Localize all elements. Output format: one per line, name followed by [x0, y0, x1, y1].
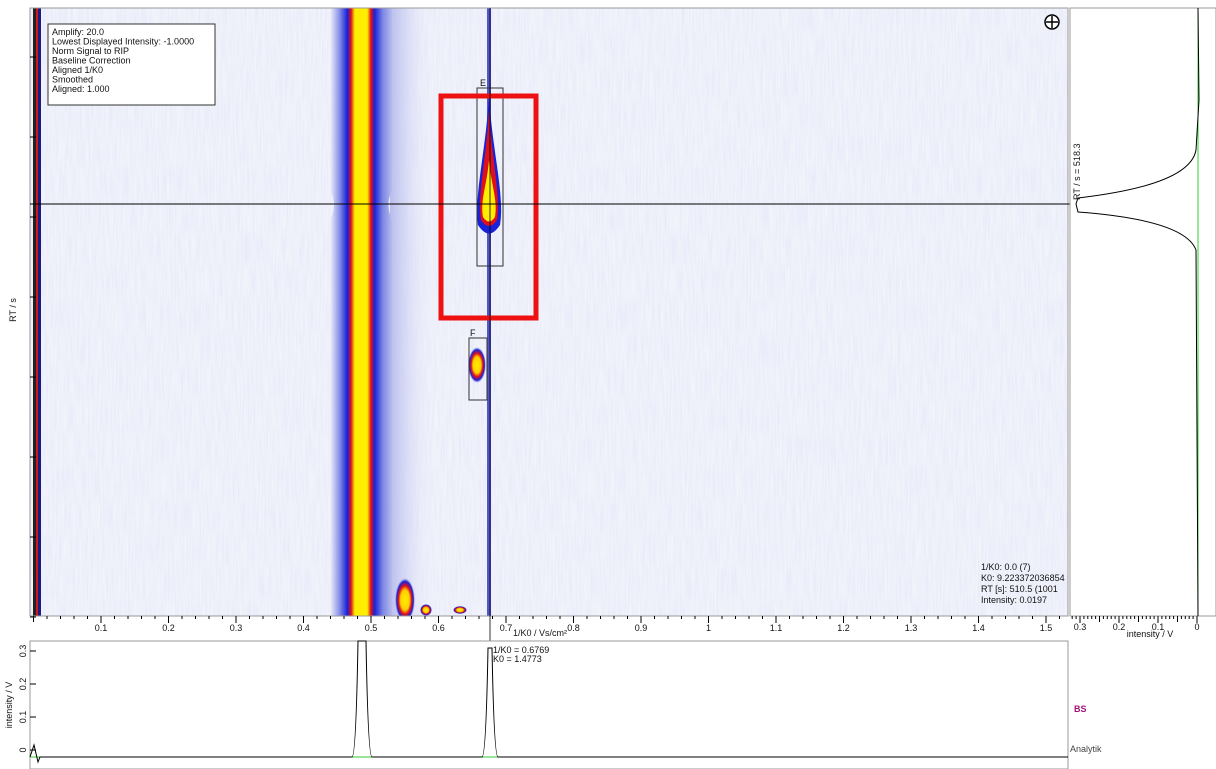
x-tick-label: 0.2	[162, 623, 175, 633]
info-line: Baseline Correction	[52, 56, 131, 66]
x-tick-label: 1	[706, 623, 711, 633]
x-tick-label: 0.5	[365, 623, 378, 633]
x-tick-label: 0	[1194, 622, 1199, 632]
cursor-line: 1/K0: 0.0 (7)	[981, 562, 1031, 572]
x-tick-label: 0.8	[567, 623, 580, 633]
logo-text: Analytik	[1070, 744, 1102, 754]
x-axis-label: 1/K0 / Vs/cm²	[513, 628, 567, 638]
info-line: Lowest Displayed Intensity: -1.0000	[52, 37, 194, 47]
cursor-line: RT [s]: 510.5 (1001	[981, 584, 1058, 594]
logo-mark: BS	[1074, 704, 1087, 714]
y-tick-label: 0.2	[18, 678, 28, 691]
y-tick-label: 0.1	[18, 711, 28, 724]
x-tick-label: 0.1	[95, 623, 108, 633]
rt-label: RT / s = 518.3	[1072, 144, 1082, 200]
rt-panel	[1070, 8, 1216, 616]
x-tick-label: 0.6	[432, 623, 445, 633]
x-tick-label: 0.1	[1152, 622, 1165, 632]
y-tick-label: 0	[18, 747, 28, 752]
peak-f	[468, 347, 486, 383]
band	[33, 8, 36, 616]
rip-band	[330, 8, 392, 616]
y-tick-label: 0.3	[18, 645, 28, 658]
y-axis-label: intensity / V	[4, 682, 14, 729]
logo: BS Analytik	[1070, 704, 1102, 754]
cursor-line: Intensity: 0.0197	[981, 595, 1047, 605]
band	[36, 8, 38, 616]
info-line: Norm Signal to RIP	[52, 46, 129, 56]
x-tick-label: 0.4	[297, 623, 310, 633]
annotation: K0 = 1.4773	[493, 654, 542, 664]
x-tick-label: 0.3	[230, 623, 243, 633]
peak-small	[395, 578, 415, 622]
x-tick-label: 1.4	[972, 623, 985, 633]
spectrum-panel	[30, 641, 1068, 769]
x-tick-label: 1.3	[905, 623, 918, 633]
tail	[390, 8, 435, 616]
peak-small	[420, 604, 432, 616]
cursor-line: K0: 9.223372036854	[981, 573, 1065, 583]
x-tick-label: 0.7	[500, 623, 513, 633]
x-tick-label: 1.5	[1040, 623, 1053, 633]
app-window: E F Amplify: 20.0Lowest Displayed Intens…	[0, 0, 1216, 769]
x-tick-label: 0.2	[1113, 622, 1126, 632]
band	[38, 8, 41, 616]
x-tick-label: 0.9	[635, 623, 648, 633]
y-axis-label: RT / s	[8, 298, 18, 322]
x-axis-label: intensity / V	[1127, 629, 1174, 639]
x-tick-label: 1.1	[770, 623, 783, 633]
info-line: Amplify: 20.0	[52, 27, 104, 37]
x-tick-label: 0.3	[1074, 622, 1087, 632]
peak-label: F	[470, 328, 476, 338]
x-tick-label: 1.2	[837, 623, 850, 633]
info-line: Smoothed	[52, 75, 93, 85]
info-line: Aligned 1/K0	[52, 65, 103, 75]
peak-label: E	[480, 78, 486, 88]
peak-small	[453, 606, 467, 614]
info-line: Aligned: 1.000	[52, 84, 110, 94]
